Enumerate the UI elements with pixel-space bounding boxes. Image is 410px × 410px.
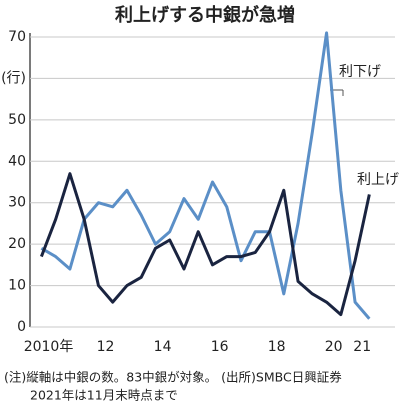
y-tick-label: 20 [8,236,26,252]
note: (注)縦軸は中銀の数。83中銀が対象。 (出所)SMBC日興証券 [4,370,342,385]
x-tick-label: 21 [353,339,371,355]
series-label: 利下げ [339,64,381,80]
y-tick-label: 0 [17,319,26,335]
x-tick-label: 2010年 [24,339,74,355]
x-tick-label: 20 [325,339,343,355]
x-tick-label: 14 [154,339,172,355]
y-tick-label: 30 [8,195,26,211]
y-tick-label: (行) [1,70,26,86]
y-tick-label: 50 [8,112,26,128]
chart-title: 利上げする中銀が急増 [115,4,295,26]
series-line [40,31,371,320]
note: 2021年は11月末時点まで [30,388,178,403]
series-line [40,172,371,317]
series-label: 利上げ [357,172,399,188]
x-tick-label: 18 [268,339,286,355]
x-tick-label: 16 [211,339,229,355]
y-tick-label: 10 [8,278,26,294]
y-tick-label: 70 [8,29,26,45]
x-tick-label: 12 [97,339,115,355]
y-tick-label: 40 [8,153,26,169]
